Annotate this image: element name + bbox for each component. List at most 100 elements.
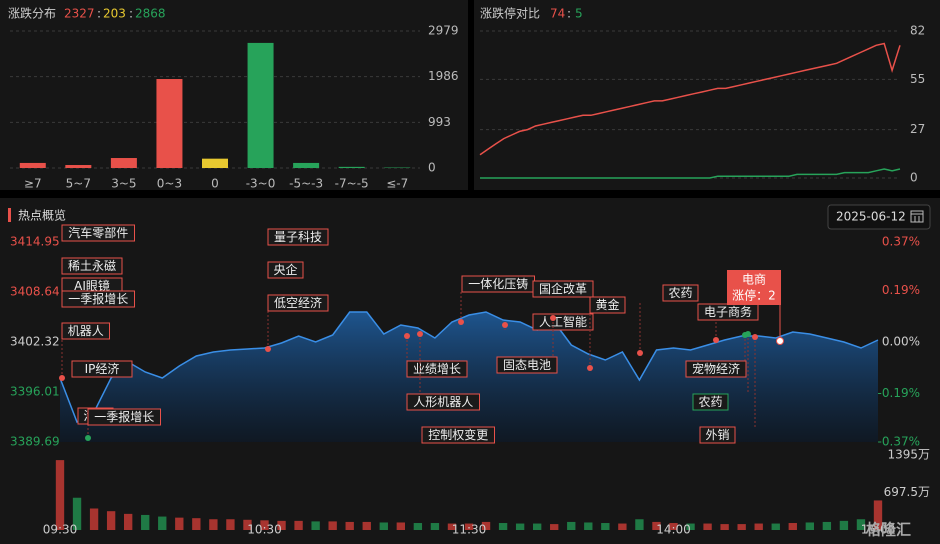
popup-title: 电商 xyxy=(742,272,766,287)
volume-bar xyxy=(294,520,303,530)
y-tick-label: 2979 xyxy=(428,24,459,38)
watermark: 格隆汇 xyxy=(866,521,911,539)
volume-bar xyxy=(532,523,542,530)
popup-detail: 涨停：2 xyxy=(732,288,776,303)
x-tick-label: 09:30 xyxy=(43,523,78,537)
volume-bar xyxy=(720,524,729,530)
volume-bar xyxy=(652,521,661,530)
panel-title: 涨跌停对比 xyxy=(480,6,540,21)
tag-box xyxy=(421,426,495,444)
x-tick-label: -5~-3 xyxy=(289,177,323,191)
down-count: 2868 xyxy=(135,7,166,21)
x-tick-label: 0 xyxy=(211,177,219,191)
up-count: 2327 xyxy=(64,7,95,21)
volume-bar xyxy=(805,522,815,530)
tag-box xyxy=(699,426,736,444)
volume-bar xyxy=(175,517,184,530)
y2-tick-label: 0.00% xyxy=(882,335,920,349)
marker-dot xyxy=(587,365,593,371)
popup xyxy=(727,270,781,305)
x-tick-label: 5~7 xyxy=(66,177,91,191)
volume-bar xyxy=(839,520,849,530)
volume-bar xyxy=(328,521,337,530)
tag-label: 一季报增长 xyxy=(94,409,154,424)
tag-label: 量子科技 xyxy=(274,230,322,244)
bar xyxy=(110,158,137,168)
separator: : xyxy=(97,7,101,21)
volume-bar xyxy=(362,521,371,530)
y-tick-label: 82 xyxy=(910,24,925,38)
price-line xyxy=(59,311,879,424)
volume-bar xyxy=(447,523,457,530)
marker-dot xyxy=(752,334,758,340)
volume-bar xyxy=(226,519,235,530)
tag-label: 人形机器人 xyxy=(413,395,473,409)
tag-label: 外销 xyxy=(705,428,729,442)
tag-box xyxy=(406,360,468,378)
volume-bar xyxy=(243,519,252,530)
bar xyxy=(202,158,228,168)
x-tick-label: ≤-7 xyxy=(386,177,408,191)
volume-bar xyxy=(856,519,866,530)
tag-label: 宠物经济 xyxy=(692,361,740,376)
panel xyxy=(474,0,940,190)
marker-dot xyxy=(776,337,784,345)
y-tick-label: 27 xyxy=(910,122,925,136)
series-line xyxy=(480,168,901,179)
x-tick-label: 3~5 xyxy=(111,177,136,191)
x-tick-label: -3~0 xyxy=(246,177,276,191)
tag-label: 黄金 xyxy=(595,297,619,312)
marker-dot xyxy=(458,319,464,325)
y2-tick-label: -0.19% xyxy=(878,386,920,400)
volume-bar xyxy=(618,523,627,530)
marker-dot xyxy=(502,322,508,328)
x-tick-label: 11:30 xyxy=(452,523,487,537)
separator: : xyxy=(129,7,133,21)
date-picker[interactable] xyxy=(827,204,931,230)
tag-label: 低空经济 xyxy=(274,295,322,310)
y-tick-label: 0 xyxy=(910,171,918,185)
tag-box xyxy=(61,257,123,275)
volume-bar xyxy=(396,522,406,530)
volume-bar xyxy=(106,511,116,530)
tag-label: AI眼镜 xyxy=(74,278,110,293)
up-count: 74 xyxy=(550,7,565,21)
tag-box xyxy=(267,294,329,312)
price-area xyxy=(60,312,878,442)
volume-bar xyxy=(515,523,525,530)
tag-box xyxy=(532,280,594,298)
tag-box xyxy=(532,313,594,331)
volume-bar xyxy=(822,521,832,530)
panel-title: 热点概览 xyxy=(18,208,66,223)
volume-bar xyxy=(277,520,286,530)
accent xyxy=(8,208,11,222)
volume-bar xyxy=(686,523,695,530)
volume-bar xyxy=(55,460,65,530)
bar xyxy=(293,162,320,168)
volume-bar xyxy=(209,519,218,530)
volume-bar xyxy=(311,521,320,530)
x-tick-label: -7~-5 xyxy=(335,177,369,191)
y-tick-label: 3402.32 xyxy=(10,335,60,349)
date[interactable]: 2025-06-12 xyxy=(836,210,906,224)
tag-label: 业绩增长 xyxy=(413,362,461,376)
tag-box xyxy=(61,322,110,340)
volume-tick-label: 1395万 xyxy=(887,448,930,462)
y-tick-label: 0 xyxy=(428,161,436,175)
volume-bar xyxy=(413,523,423,530)
y-tick-label: 993 xyxy=(428,115,451,129)
panel xyxy=(0,0,468,190)
volume-bar xyxy=(158,516,167,530)
tag-box xyxy=(61,290,135,308)
tag-box xyxy=(692,393,729,411)
volume-bar xyxy=(873,500,883,530)
volume-bar xyxy=(123,513,133,530)
x-tick-label: ≥7 xyxy=(24,177,42,191)
bar xyxy=(65,165,92,168)
marker-dot xyxy=(59,375,65,381)
volume-bar xyxy=(703,523,712,530)
separator: : xyxy=(567,7,571,21)
volume-bar xyxy=(141,514,150,530)
volume-tick-label: 697.5万 xyxy=(884,485,930,499)
